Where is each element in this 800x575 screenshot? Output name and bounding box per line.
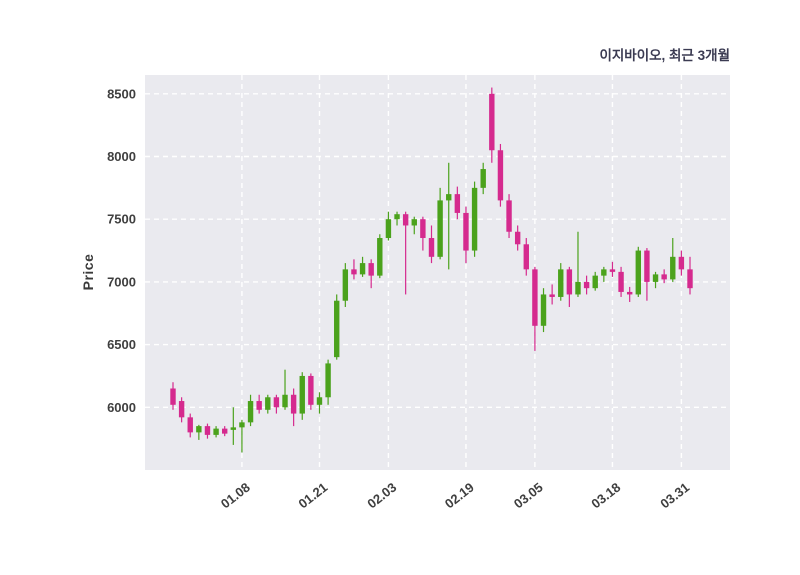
- candle-body-up: [575, 281, 581, 295]
- y-axis-label: Price: [80, 253, 96, 291]
- candle-body-up: [601, 269, 607, 276]
- candle-body-down: [273, 397, 280, 408]
- candle-body-down: [687, 269, 693, 289]
- candle-body-down: [308, 375, 314, 405]
- candle-body-down: [187, 417, 193, 433]
- candle-body-up: [377, 238, 383, 276]
- candle-body-up: [540, 294, 547, 326]
- candle-body-down: [178, 401, 185, 418]
- candle-body-down: [644, 250, 650, 282]
- candle-body-up: [342, 269, 349, 301]
- candle-body-down: [497, 150, 504, 201]
- candle-body-up: [592, 275, 598, 289]
- candle-body-down: [532, 269, 538, 326]
- candle-body-down: [222, 428, 228, 434]
- candle-body-up: [635, 250, 641, 295]
- x-tick-label: 02.19: [442, 480, 477, 512]
- candle-body-down: [618, 271, 624, 292]
- candle-body-down: [170, 388, 176, 405]
- y-tick-label: 7500: [107, 212, 136, 227]
- candle-body-down: [626, 291, 633, 295]
- candle-body-up: [558, 269, 564, 297]
- candle-body-up: [446, 194, 452, 201]
- candle-body-down: [351, 269, 357, 275]
- candle-body-up: [411, 219, 417, 226]
- candle-body-up: [471, 187, 478, 251]
- candle-body-up: [282, 394, 288, 408]
- candle-body-up: [334, 300, 340, 358]
- candle-body-up: [325, 363, 331, 398]
- candle-body-up: [247, 401, 254, 423]
- chart-title: 이지바이오, 최근 3개월: [599, 48, 730, 63]
- y-tick-label: 8000: [107, 149, 136, 164]
- candle-body-down: [609, 269, 616, 272]
- y-tick-label: 7000: [107, 274, 136, 289]
- candle-body-up: [316, 397, 323, 405]
- candle-body-down: [661, 274, 667, 280]
- candle-body-down: [290, 394, 297, 414]
- candle-body-up: [213, 428, 219, 435]
- candle-body-down: [420, 219, 426, 239]
- candle-body-down: [506, 200, 512, 232]
- candle-body-down: [368, 263, 374, 276]
- candle-body-up: [359, 263, 366, 275]
- candle-body-up: [394, 214, 400, 220]
- candle-body-up: [652, 274, 659, 282]
- y-tick-label: 6000: [107, 400, 136, 415]
- x-tick-label: 03.18: [588, 480, 623, 512]
- x-tick-label: 03.05: [511, 480, 546, 512]
- candle-body-down: [583, 281, 590, 289]
- candle-body-down: [514, 231, 521, 245]
- candle-body-up: [670, 256, 676, 280]
- candle-body-up: [480, 169, 486, 188]
- candle-body-up: [239, 422, 245, 428]
- candle-body-down: [678, 256, 685, 270]
- candle-body-up: [196, 426, 202, 433]
- candle-body-down: [549, 294, 555, 297]
- candle-body-down: [463, 212, 469, 251]
- x-tick-label: 01.21: [295, 480, 330, 512]
- candle-body-up: [299, 375, 305, 414]
- candle-body-down: [489, 93, 495, 151]
- candle-body-down: [402, 214, 409, 226]
- candle-body-down: [256, 401, 262, 410]
- candle-body-down: [566, 269, 573, 295]
- x-tick-label: 02.03: [364, 480, 399, 512]
- x-tick-label: 03.31: [657, 480, 692, 512]
- candle-body-up: [230, 427, 237, 430]
- candle-body-down: [523, 244, 529, 270]
- candle-body-down: [428, 238, 435, 257]
- candle-body-up: [385, 219, 392, 239]
- candle-body-up: [265, 397, 271, 410]
- candle-body-down: [204, 426, 211, 435]
- candle-body-up: [437, 200, 443, 257]
- y-tick-label: 6500: [107, 337, 136, 352]
- x-tick-label: 01.08: [218, 480, 253, 512]
- y-tick-label: 8500: [107, 86, 136, 101]
- candle-body-down: [454, 194, 461, 213]
